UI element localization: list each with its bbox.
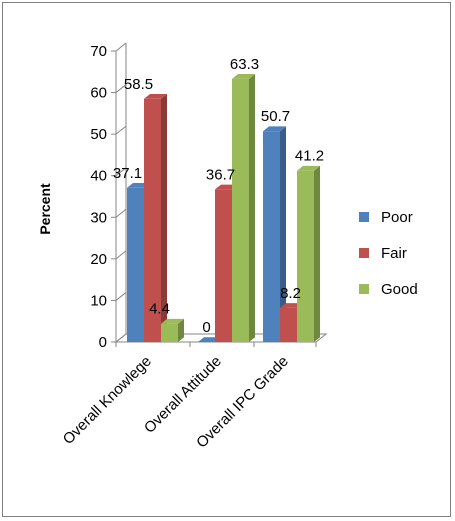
bar (263, 131, 280, 342)
y-tick-label: 70 (90, 43, 107, 60)
data-label: 63.3 (230, 56, 259, 73)
bar-top (297, 165, 320, 171)
legend-label: Good (381, 281, 418, 298)
legend-swatch (359, 212, 369, 222)
y-tick-depth (115, 84, 127, 93)
data-labels: 37.1 0 50.7 58.5 36.7 8.2 4.4 63.3 41.2 (113, 56, 324, 336)
legend: Poor Fair Good (359, 209, 418, 298)
y-tick-depth (115, 333, 127, 343)
legend-swatch (359, 284, 369, 294)
bar (280, 307, 297, 342)
bar-top (144, 94, 167, 99)
y-tick-label: 0 (99, 334, 107, 351)
bar-side (249, 74, 255, 342)
bar-side (178, 318, 184, 342)
legend-label: Fair (381, 245, 407, 262)
data-label: 0 (202, 319, 210, 336)
bar (144, 98, 161, 342)
y-tick-depth (115, 250, 127, 260)
data-label: 4.4 (149, 301, 170, 318)
bar (127, 187, 144, 342)
y-tick-label: 40 (90, 168, 107, 185)
y-tick-label: 30 (90, 209, 107, 226)
bars (127, 74, 320, 343)
data-label: 8.2 (280, 285, 301, 302)
bar-top (263, 126, 286, 132)
bar-side (314, 165, 320, 342)
legend-label: Poor (381, 209, 413, 226)
legend-swatch (359, 248, 369, 258)
y-tick-depth (115, 42, 127, 52)
y-axis-label: Percent (37, 183, 53, 235)
data-label: 50.7 (261, 108, 290, 125)
data-label: 37.1 (113, 165, 142, 182)
y-tick-label: 10 (90, 292, 107, 309)
bar-side (161, 94, 167, 342)
bar-top (232, 74, 255, 79)
y-tick-depth (115, 167, 127, 177)
bar (215, 189, 232, 342)
x-tick-label: Overall Knowlege (60, 353, 155, 448)
data-label: 41.2 (295, 148, 324, 165)
bar (232, 78, 249, 343)
bar (297, 170, 314, 342)
y-tick-depth (115, 125, 127, 135)
bar-top (161, 318, 184, 324)
data-label: 58.5 (124, 76, 153, 93)
y-tick-depth (115, 292, 127, 301)
data-label: 36.7 (206, 166, 235, 183)
y-tick-label: 50 (90, 126, 107, 143)
bar-side (280, 126, 286, 342)
y-tick-label: 60 (90, 85, 107, 102)
bar (161, 323, 178, 342)
y-tick-depth (115, 208, 127, 218)
y-tick-label: 20 (90, 251, 107, 268)
